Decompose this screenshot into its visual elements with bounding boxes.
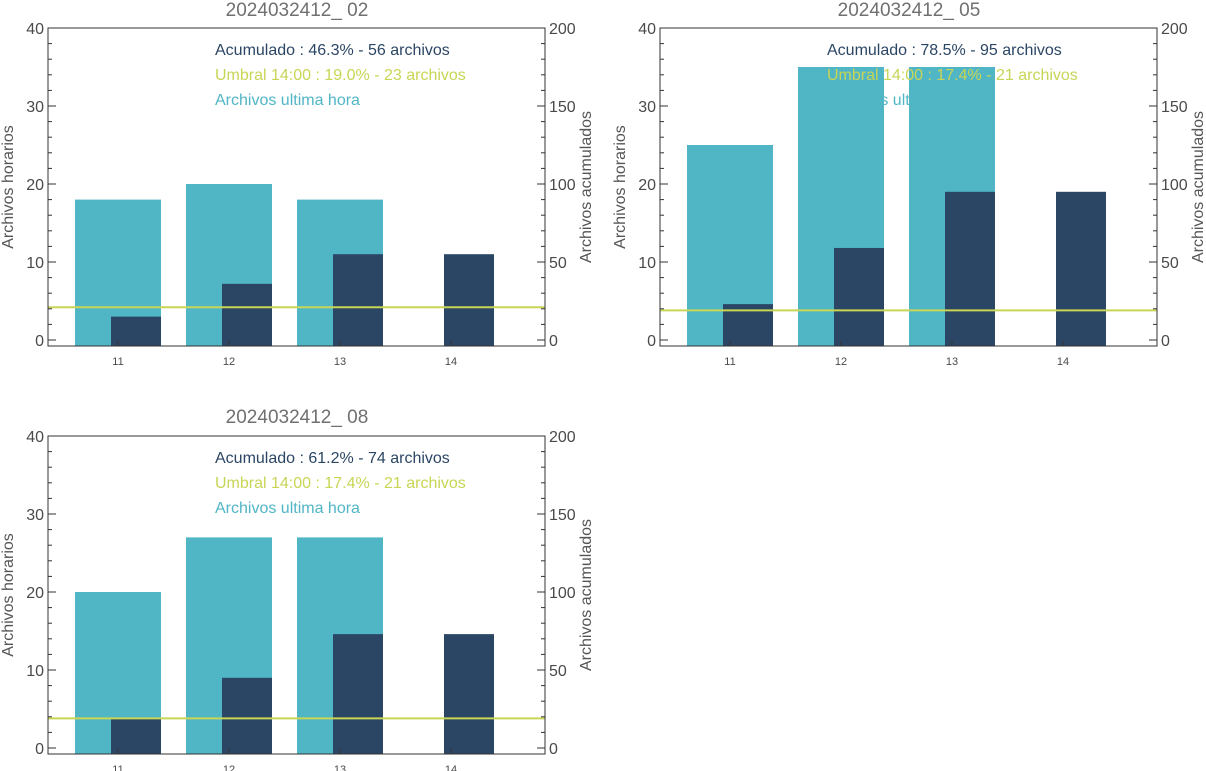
cumulative-bar-13 (945, 191, 995, 346)
x-tick-label: 13 (334, 356, 346, 368)
legend-entry: Acumulado : 46.3% - 56 archivos (215, 42, 450, 59)
x-tick-label: 11 (724, 356, 735, 368)
cumulative-bar-12 (834, 247, 884, 346)
left-tick-label: 20 (638, 177, 656, 194)
x-tick-label: 13 (946, 356, 958, 368)
x-tick-label: 12 (223, 764, 235, 771)
cumulative-bar-14 (444, 254, 494, 346)
legend-entry: Archivos ultima hora (827, 92, 972, 109)
legend-entry: Umbral 14:00 : 17.4% - 21 archivos (827, 67, 1078, 84)
cumulative-bar-13 (333, 634, 383, 754)
y-axis-right-title: Archivos acumulados (578, 519, 595, 671)
left-tick-label: 30 (26, 507, 44, 524)
x-tick-label: 14 (1057, 356, 1069, 368)
left-tick-label: 20 (26, 585, 44, 602)
right-tick-label: 50 (549, 663, 567, 680)
right-tick-label: 100 (1161, 177, 1188, 194)
legend-entry: Umbral 14:00 : 19.0% - 23 archivos (215, 67, 466, 84)
legend-entry: Archivos ultima hora (215, 500, 360, 517)
right-tick-label: 50 (549, 255, 567, 272)
cumulative-bar-14 (1056, 191, 1106, 346)
plot-frame (47, 27, 546, 347)
left-tick-label: 10 (638, 255, 656, 272)
x-tick-label: 13 (334, 764, 346, 771)
x-tick-label: 12 (223, 356, 235, 368)
y-axis-left-title: Archivos horarios (0, 533, 17, 657)
right-tick-label: 0 (549, 333, 558, 350)
chart-title: 2024032412_ 08 (226, 407, 369, 428)
left-tick-label: 10 (26, 663, 44, 680)
right-tick-label: 200 (1161, 21, 1188, 38)
right-tick-label: 150 (549, 99, 576, 116)
left-tick-label: 40 (26, 429, 44, 446)
right-tick-label: 150 (1161, 99, 1188, 116)
right-tick-label: 50 (1161, 255, 1179, 272)
legend-entry: Umbral 14:00 : 17.4% - 21 archivos (215, 475, 466, 492)
left-tick-label: 10 (26, 255, 44, 272)
right-tick-label: 100 (549, 177, 576, 194)
right-tick-label: 200 (549, 21, 576, 38)
left-tick-label: 0 (647, 333, 656, 350)
right-tick-label: 0 (549, 741, 558, 758)
chart-title: 2024032412_ 05 (838, 0, 981, 21)
right-tick-label: 150 (549, 507, 576, 524)
legend-entry: Acumulado : 61.2% - 74 archivos (215, 450, 450, 467)
legend-entry: Acumulado : 78.5% - 95 archivos (827, 42, 1062, 59)
cumulative-bar-13 (333, 254, 383, 346)
y-axis-left-title: Archivos horarios (0, 125, 17, 249)
y-axis-right-title: Archivos acumulados (578, 111, 595, 263)
chart-panel-1: 2024032412_ 02 0 10 20 30 40 0 50 100 150 200 11 12 1… (0, 0, 595, 368)
right-tick-label: 0 (1161, 333, 1170, 350)
legend-entry: Archivos ultima hora (215, 92, 360, 109)
chart-title: 2024032412_ 02 (226, 0, 369, 21)
left-tick-label: 40 (638, 21, 656, 38)
x-tick-label: 12 (835, 356, 847, 368)
cumulative-bar-11 (111, 718, 161, 754)
x-tick-label: 11 (112, 356, 123, 368)
x-tick-label: 11 (112, 764, 123, 771)
chart-panel-3: 2024032412_ 08 0 10 20 30 40 0 50 100 150 200 11 12 1… (0, 407, 595, 771)
left-tick-label: 20 (26, 177, 44, 194)
right-tick-label: 200 (549, 429, 576, 446)
cumulative-bar-14 (444, 634, 494, 754)
left-tick-label: 40 (26, 21, 44, 38)
left-tick-label: 30 (26, 99, 44, 116)
left-tick-label: 0 (35, 741, 44, 758)
x-tick-label: 14 (445, 764, 457, 771)
right-tick-label: 100 (549, 585, 576, 602)
cumulative-bar-12 (222, 283, 272, 346)
cumulative-bar-11 (111, 316, 161, 346)
plot-frame (659, 27, 1158, 347)
y-axis-right-title: Archivos acumulados (1190, 111, 1206, 263)
left-tick-label: 0 (35, 333, 44, 350)
y-axis-left-title: Archivos horarios (612, 125, 629, 249)
left-tick-label: 30 (638, 99, 656, 116)
cumulative-bar-12 (222, 677, 272, 754)
plot-frame (47, 435, 546, 755)
x-tick-label: 14 (445, 356, 457, 368)
chart-panel-2: 2024032412_ 05 0 10 20 30 40 0 50 100 150 200 11 12 1… (612, 0, 1206, 368)
